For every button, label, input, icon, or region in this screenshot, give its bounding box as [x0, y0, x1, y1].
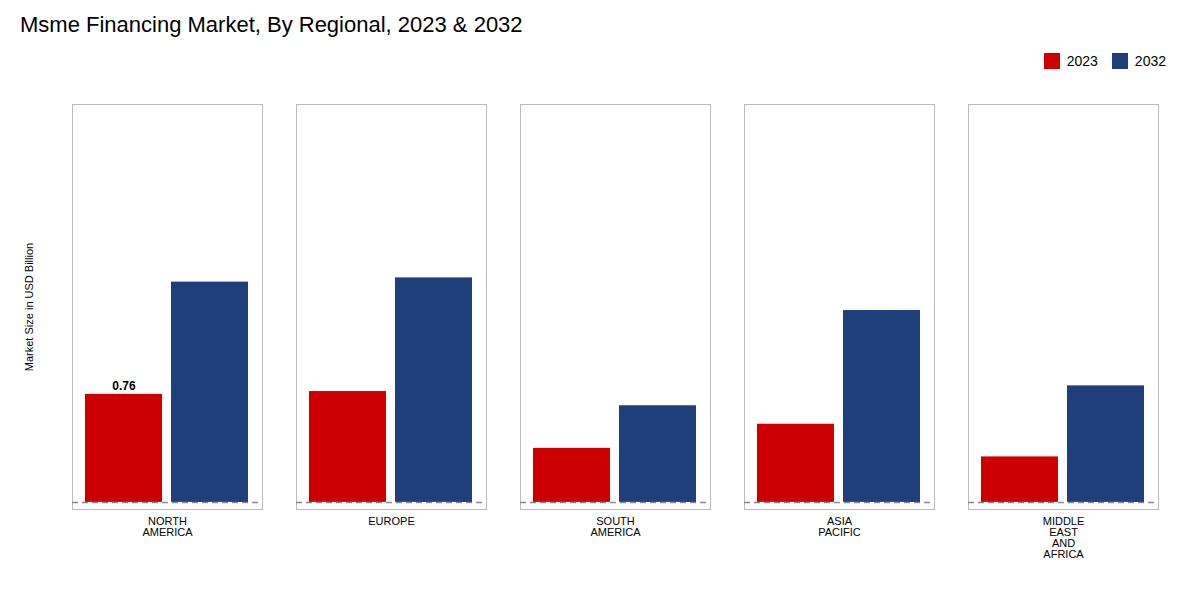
- html-text:2032: 2032: [1134, 52, 1166, 69]
- svg-text:MIDDLEEASTANDAFRICA: MIDDLEEASTANDAFRICA: [1043, 515, 1085, 560]
- html-text:2023: 2023: [1066, 52, 1098, 69]
- svg-text:0.76: 0.76: [112, 379, 136, 393]
- svg-text:Market Size in USD Billion: Market Size in USD Billion: [23, 243, 35, 371]
- html-text:Msme Financing Market, By Regi: Msme Financing Market, By Regional, 2023…: [20, 12, 523, 37]
- svg-text:SOUTHAMERICA: SOUTHAMERICA: [590, 515, 641, 538]
- svg-text:NORTHAMERICA: NORTHAMERICA: [142, 515, 193, 538]
- svg-text:EUROPE: EUROPE: [368, 515, 414, 527]
- svg-text:ASIAPACIFIC: ASIAPACIFIC: [818, 515, 861, 538]
